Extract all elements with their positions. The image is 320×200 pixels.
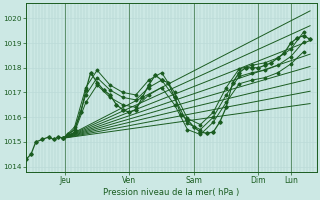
X-axis label: Pression niveau de la mer( hPa ): Pression niveau de la mer( hPa ) (103, 188, 239, 197)
